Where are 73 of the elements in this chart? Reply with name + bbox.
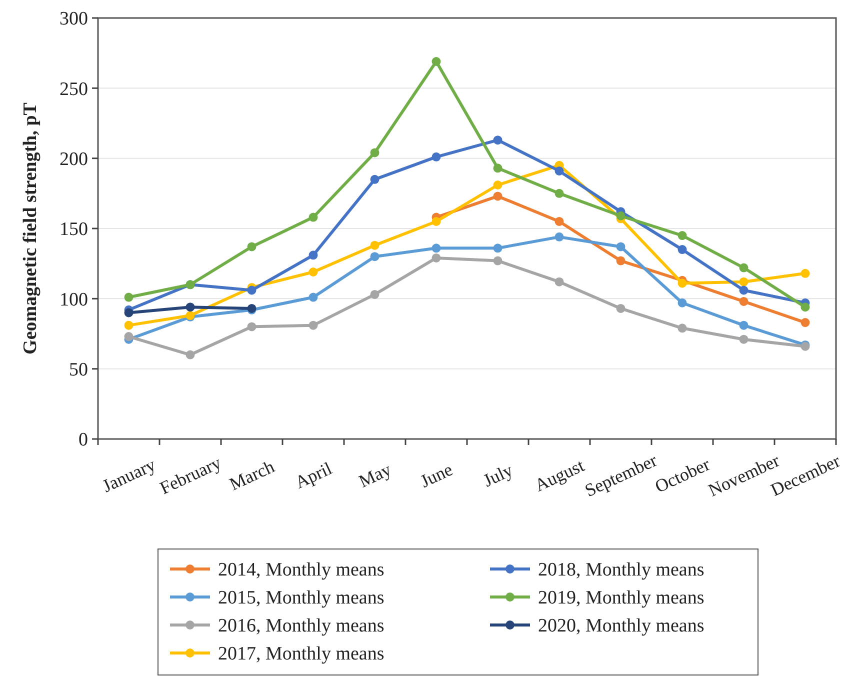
point — [616, 304, 626, 313]
point — [247, 286, 256, 295]
x-tick-label: May — [356, 459, 394, 492]
point — [739, 263, 748, 272]
point — [124, 308, 134, 318]
point — [432, 253, 441, 262]
point — [678, 278, 687, 288]
point — [432, 244, 441, 253]
point — [432, 57, 441, 66]
point — [554, 166, 564, 176]
y-tick-label: 100 — [60, 289, 88, 310]
legend-label: 2020, Monthly means — [538, 616, 704, 637]
point — [370, 174, 380, 184]
legend-label: 2014, Monthly means — [218, 560, 384, 581]
legend-label: 2016, Monthly means — [218, 616, 384, 637]
x-tick-label: July — [480, 460, 516, 491]
point — [370, 240, 380, 250]
y-tick-label: 0 — [78, 430, 88, 451]
y-tick-label: 50 — [69, 359, 88, 380]
y-tick-label: 300 — [60, 8, 88, 30]
point — [678, 231, 687, 240]
legend-label: 2015, Monthly means — [218, 588, 384, 609]
point — [493, 136, 502, 145]
point — [739, 286, 748, 295]
point — [308, 268, 318, 277]
point — [432, 216, 441, 226]
point — [616, 242, 626, 252]
point — [124, 292, 134, 302]
point — [432, 152, 441, 162]
point — [739, 320, 748, 330]
x-tick-label: April — [292, 458, 335, 492]
point — [800, 268, 810, 278]
point — [186, 350, 195, 360]
point — [739, 334, 748, 344]
point — [247, 242, 256, 252]
point — [554, 188, 564, 198]
point — [124, 320, 134, 330]
point — [247, 322, 256, 332]
point — [370, 148, 380, 158]
point — [554, 216, 564, 226]
legend-label: 2019, Monthly means — [538, 588, 704, 609]
y-tick-label: 150 — [60, 219, 88, 240]
point — [308, 320, 318, 330]
point — [493, 192, 502, 201]
point — [800, 302, 810, 312]
point — [554, 232, 564, 242]
point — [739, 296, 748, 306]
point — [739, 277, 748, 286]
point — [493, 180, 502, 190]
point — [308, 212, 318, 222]
point — [616, 211, 626, 220]
point — [678, 324, 687, 333]
point — [554, 277, 564, 286]
point — [308, 292, 318, 302]
point — [124, 332, 134, 342]
x-tick-label: March — [226, 456, 278, 494]
point — [493, 164, 502, 173]
point — [493, 256, 502, 266]
point — [493, 244, 502, 253]
y-tick-label: 250 — [60, 78, 88, 100]
legend-label: 2018, Monthly means — [538, 560, 704, 581]
x-tick-label: June — [417, 459, 456, 492]
legend-label: 2017, Monthly means — [218, 644, 384, 665]
y-tick-label: 200 — [60, 148, 88, 170]
point — [678, 245, 687, 254]
point — [308, 250, 318, 260]
point — [370, 252, 380, 262]
point — [370, 290, 380, 299]
point — [186, 302, 195, 312]
point — [616, 256, 626, 266]
point — [800, 318, 810, 328]
y-axis-title: Geomagnetic field strength, pT — [20, 102, 41, 354]
point — [678, 298, 687, 308]
